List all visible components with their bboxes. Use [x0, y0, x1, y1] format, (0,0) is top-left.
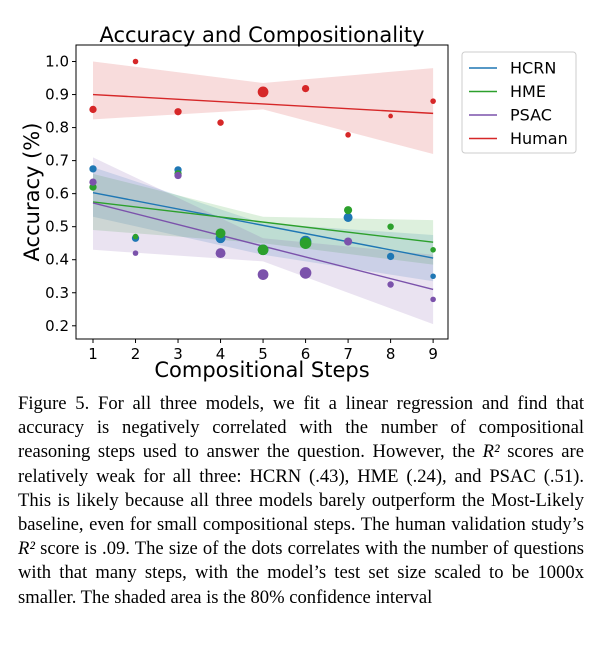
fit-line-hme — [92, 201, 434, 243]
point-hme — [344, 206, 353, 215]
y-tick-label: 0.2 — [45, 317, 69, 335]
y-axis-label: Accuracy (%) — [20, 123, 44, 262]
point-human — [388, 113, 393, 119]
scatter-points — [89, 58, 436, 303]
point-hme — [257, 244, 269, 256]
point-psac — [174, 171, 182, 180]
point-hme — [387, 223, 394, 230]
fit-line-hcrn — [92, 191, 434, 259]
x-tick-label: 4 — [216, 345, 226, 363]
x-tick-label: 6 — [301, 345, 311, 363]
caption-r2-symbol: R² — [482, 441, 500, 463]
point-psac — [257, 269, 269, 280]
point-hme — [215, 228, 226, 239]
x-tick-label: 2 — [131, 345, 141, 363]
caption-r2-symbol-2: R² — [18, 538, 35, 560]
point-hcrn — [386, 252, 395, 261]
y-tick-label: 1.0 — [45, 53, 69, 71]
y-tick-label: 0.8 — [45, 119, 69, 137]
y-tick-label: 0.6 — [45, 185, 69, 203]
point-human — [257, 86, 269, 98]
x-tick-label: 5 — [258, 345, 268, 363]
point-human — [217, 119, 224, 126]
point-hcrn — [343, 212, 353, 222]
ci-band-human — [93, 61, 434, 155]
point-psac — [344, 237, 353, 246]
chart-title: Accuracy and Compositionality — [99, 23, 424, 47]
point-hme — [430, 247, 436, 253]
legend-label-psac: PSAC — [510, 106, 552, 125]
point-psac — [430, 296, 436, 303]
x-tick-label: 9 — [428, 345, 438, 363]
legend-label-hme: HME — [510, 82, 546, 101]
x-tick-label: 8 — [386, 345, 396, 363]
point-psac — [215, 248, 226, 259]
point-psac — [387, 281, 394, 288]
x-axis-ticks: 1 2 3 4 5 6 7 8 9 — [88, 339, 438, 363]
caption-text-3: score is .09. The size of the dots corre… — [18, 538, 584, 608]
point-human — [89, 105, 97, 114]
point-hme — [132, 233, 139, 240]
caption-text-2: scores are relatively weak for all three… — [18, 441, 584, 536]
y-tick-label: 0.7 — [45, 152, 69, 170]
x-tick-label: 7 — [343, 345, 353, 363]
point-psac — [89, 178, 97, 186]
point-hcrn — [89, 165, 97, 173]
legend-label-human: Human — [510, 129, 568, 148]
figure-caption: Figure 5. For all three models, we fit a… — [18, 392, 584, 610]
point-human — [301, 84, 310, 93]
ci-band-hcrn — [93, 167, 434, 282]
y-tick-label: 0.4 — [45, 251, 69, 269]
legend: HCRN HME PSAC Human — [461, 51, 577, 154]
point-human — [132, 58, 139, 65]
point-psac — [299, 267, 312, 279]
y-tick-label: 0.9 — [45, 86, 69, 104]
confidence-bands — [93, 61, 434, 325]
y-tick-label: 0.3 — [45, 284, 69, 302]
ci-band-psac — [93, 157, 434, 325]
y-axis-ticks: 0.2 0.3 0.4 0.5 0.6 0.7 0.8 0.9 1.0 — [45, 53, 76, 335]
point-human — [174, 108, 182, 116]
x-tick-label: 1 — [88, 345, 98, 363]
point-hcrn — [430, 273, 436, 280]
point-human — [345, 132, 351, 138]
x-axis-label: Compositional Steps — [154, 358, 369, 382]
y-tick-label: 0.5 — [45, 218, 69, 236]
point-psac — [132, 250, 139, 256]
point-hme — [299, 237, 312, 250]
fit-line-human — [92, 93, 434, 115]
x-tick-label: 3 — [173, 345, 183, 363]
caption-text-1: Figure 5. For all three models, we fit a… — [18, 393, 584, 463]
point-human — [430, 98, 436, 104]
legend-label-hcrn: HCRN — [510, 59, 556, 78]
plot-frame — [75, 44, 449, 340]
legend-frame — [461, 51, 577, 154]
